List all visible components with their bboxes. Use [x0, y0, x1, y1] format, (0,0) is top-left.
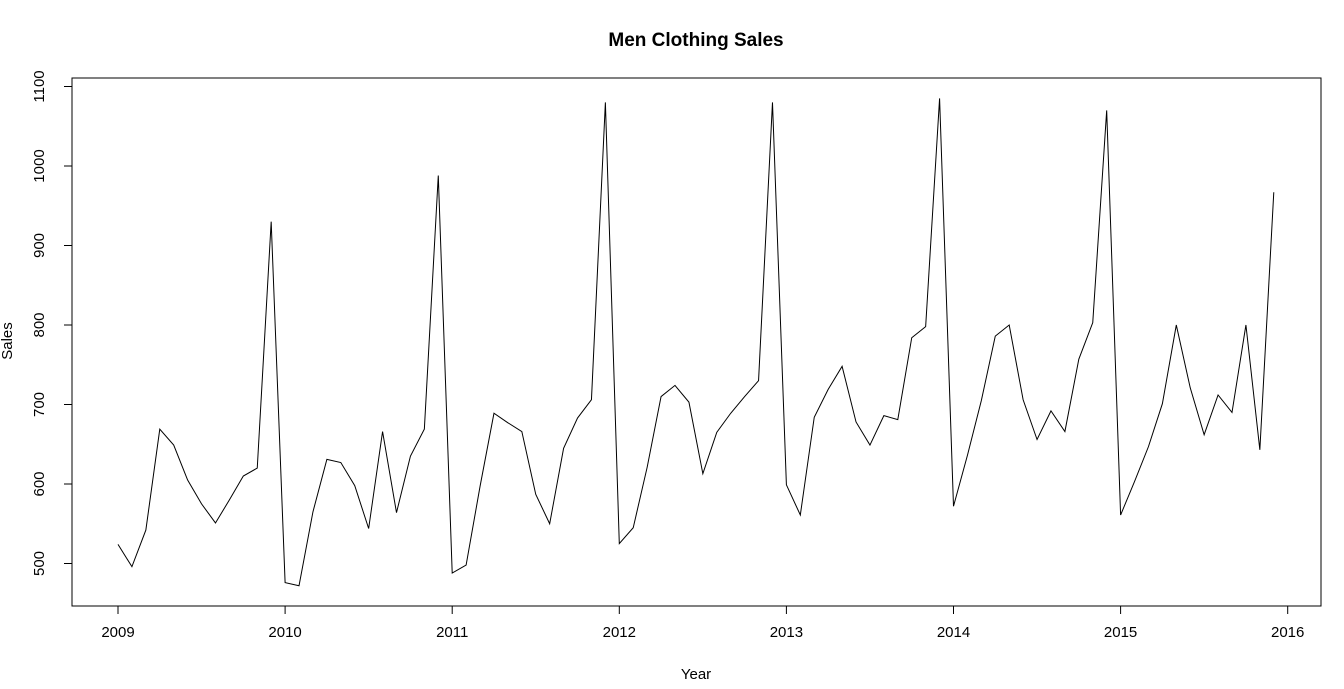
chart-title: Men Clothing Sales: [608, 30, 783, 51]
x-tick-label: 2013: [770, 624, 803, 641]
x-tick-label: 2012: [603, 624, 636, 641]
x-tick-label: 2009: [101, 624, 134, 641]
y-tick-label: 600: [31, 471, 48, 496]
y-axis: 500 600 700 800 900 1000 1100: [31, 70, 73, 576]
y-axis-label: Sales: [0, 322, 16, 360]
x-tick-label: 2016: [1271, 624, 1304, 641]
sales-series-line: [117, 98, 1275, 587]
y-tick-label: 1100: [31, 70, 48, 102]
y-tick-label: 900: [31, 233, 48, 258]
x-axis-label: Year: [681, 666, 711, 683]
y-tick-label: 700: [31, 392, 48, 417]
y-tick-label: 800: [31, 312, 48, 337]
x-tick-label: 2011: [436, 624, 468, 641]
x-axis: 2009 2010 2011 2012 2013 2014 2015 2016: [101, 605, 1304, 641]
plot-frame: [71, 77, 1322, 607]
y-tick-label: 1000: [31, 149, 48, 182]
x-tick-label: 2010: [268, 624, 301, 641]
series-layer: [117, 98, 1275, 587]
y-tick-label: 500: [31, 551, 48, 576]
x-tick-label: 2015: [1104, 624, 1137, 641]
x-tick-label: 2014: [937, 624, 970, 641]
